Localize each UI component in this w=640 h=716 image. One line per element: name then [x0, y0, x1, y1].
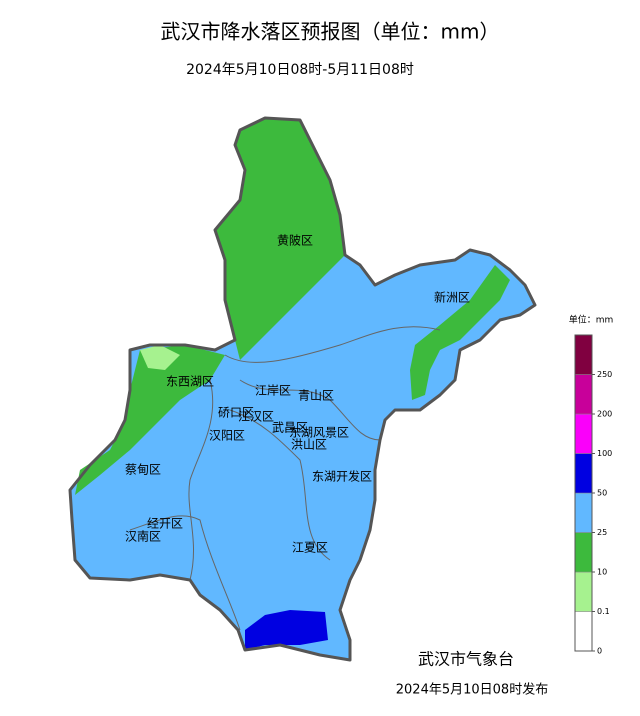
- district-label: 黄陂区: [277, 233, 313, 248]
- map: [68, 116, 537, 662]
- legend-swatch: [574, 453, 593, 494]
- region-10-25: [410, 265, 510, 400]
- legend-swatch: [574, 334, 593, 375]
- legend-swatch: [574, 611, 593, 652]
- title: 武汉市降水落区预报图（单位：mm）: [161, 20, 500, 44]
- legend-tick-label: 100: [597, 449, 612, 458]
- district-label: 东西湖区: [166, 374, 214, 389]
- legend-tick-label: 250: [597, 370, 612, 379]
- district-label: 洪山区: [291, 438, 327, 452]
- district-label: 新洲区: [434, 290, 470, 305]
- legend-swatch: [574, 374, 593, 415]
- legend-swatch: [574, 413, 593, 454]
- legend-tick-label: 10: [597, 568, 607, 577]
- district-label: 汉阳区: [209, 429, 245, 443]
- legend-tick-label: 0.1: [597, 607, 610, 616]
- district-label: 经开区: [147, 517, 183, 531]
- legend-tick-label: 200: [597, 410, 612, 419]
- legend: 单位：mm 0 0.1 10 25 50 100 200 250: [569, 314, 614, 656]
- legend-frame: [574, 334, 593, 652]
- district-label: 武昌区: [272, 421, 308, 435]
- region-25-50: [70, 118, 535, 660]
- issuer: 武汉市气象台: [418, 650, 514, 669]
- district-label: 汉南区: [125, 529, 161, 544]
- city-outline: [68, 116, 537, 662]
- district-labels: 黄陂区 新洲区 东西湖区 江岸区 青山区 硚口区 江汉区 汉阳区 武昌区 东湖风…: [125, 233, 470, 555]
- district-boundaries: [129, 326, 441, 631]
- region-0.1-10: [140, 345, 180, 370]
- district-label: 江夏区: [292, 541, 328, 555]
- region-50-100: [245, 610, 328, 650]
- legend-swatch: [574, 532, 593, 573]
- district-label: 江岸区: [255, 384, 291, 398]
- legend-swatch: [574, 492, 593, 533]
- legend-tick-label: 50: [597, 489, 607, 498]
- legend-swatch: [574, 571, 593, 612]
- district-label: 蔡甸区: [125, 463, 161, 477]
- district-label: 东湖开发区: [312, 469, 372, 484]
- district-label: 东湖风景区: [289, 425, 349, 440]
- issue-time: 2024年5月10日08时发布: [396, 682, 548, 698]
- legend-tick-label: 25: [597, 528, 607, 537]
- legend-title: 单位：mm: [569, 314, 614, 326]
- legend-tick-label: 0: [597, 647, 602, 656]
- region-10-25: [75, 345, 225, 495]
- region-10-25: [215, 118, 345, 360]
- subtitle: 2024年5月10日08时-5月11日08时: [186, 62, 414, 78]
- district-label: 青山区: [298, 389, 334, 403]
- district-label: 江汉区: [238, 410, 274, 424]
- district-label: 硚口区: [218, 406, 254, 420]
